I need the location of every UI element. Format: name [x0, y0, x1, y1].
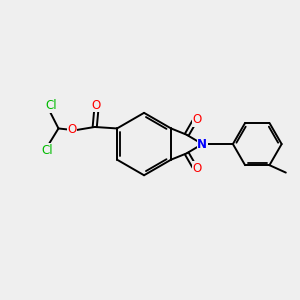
Text: O: O — [193, 162, 202, 175]
Text: N: N — [197, 138, 207, 151]
Text: O: O — [92, 99, 101, 112]
Text: O: O — [67, 123, 76, 136]
Text: Cl: Cl — [42, 144, 53, 157]
Text: Cl: Cl — [46, 99, 58, 112]
Text: O: O — [193, 113, 202, 126]
